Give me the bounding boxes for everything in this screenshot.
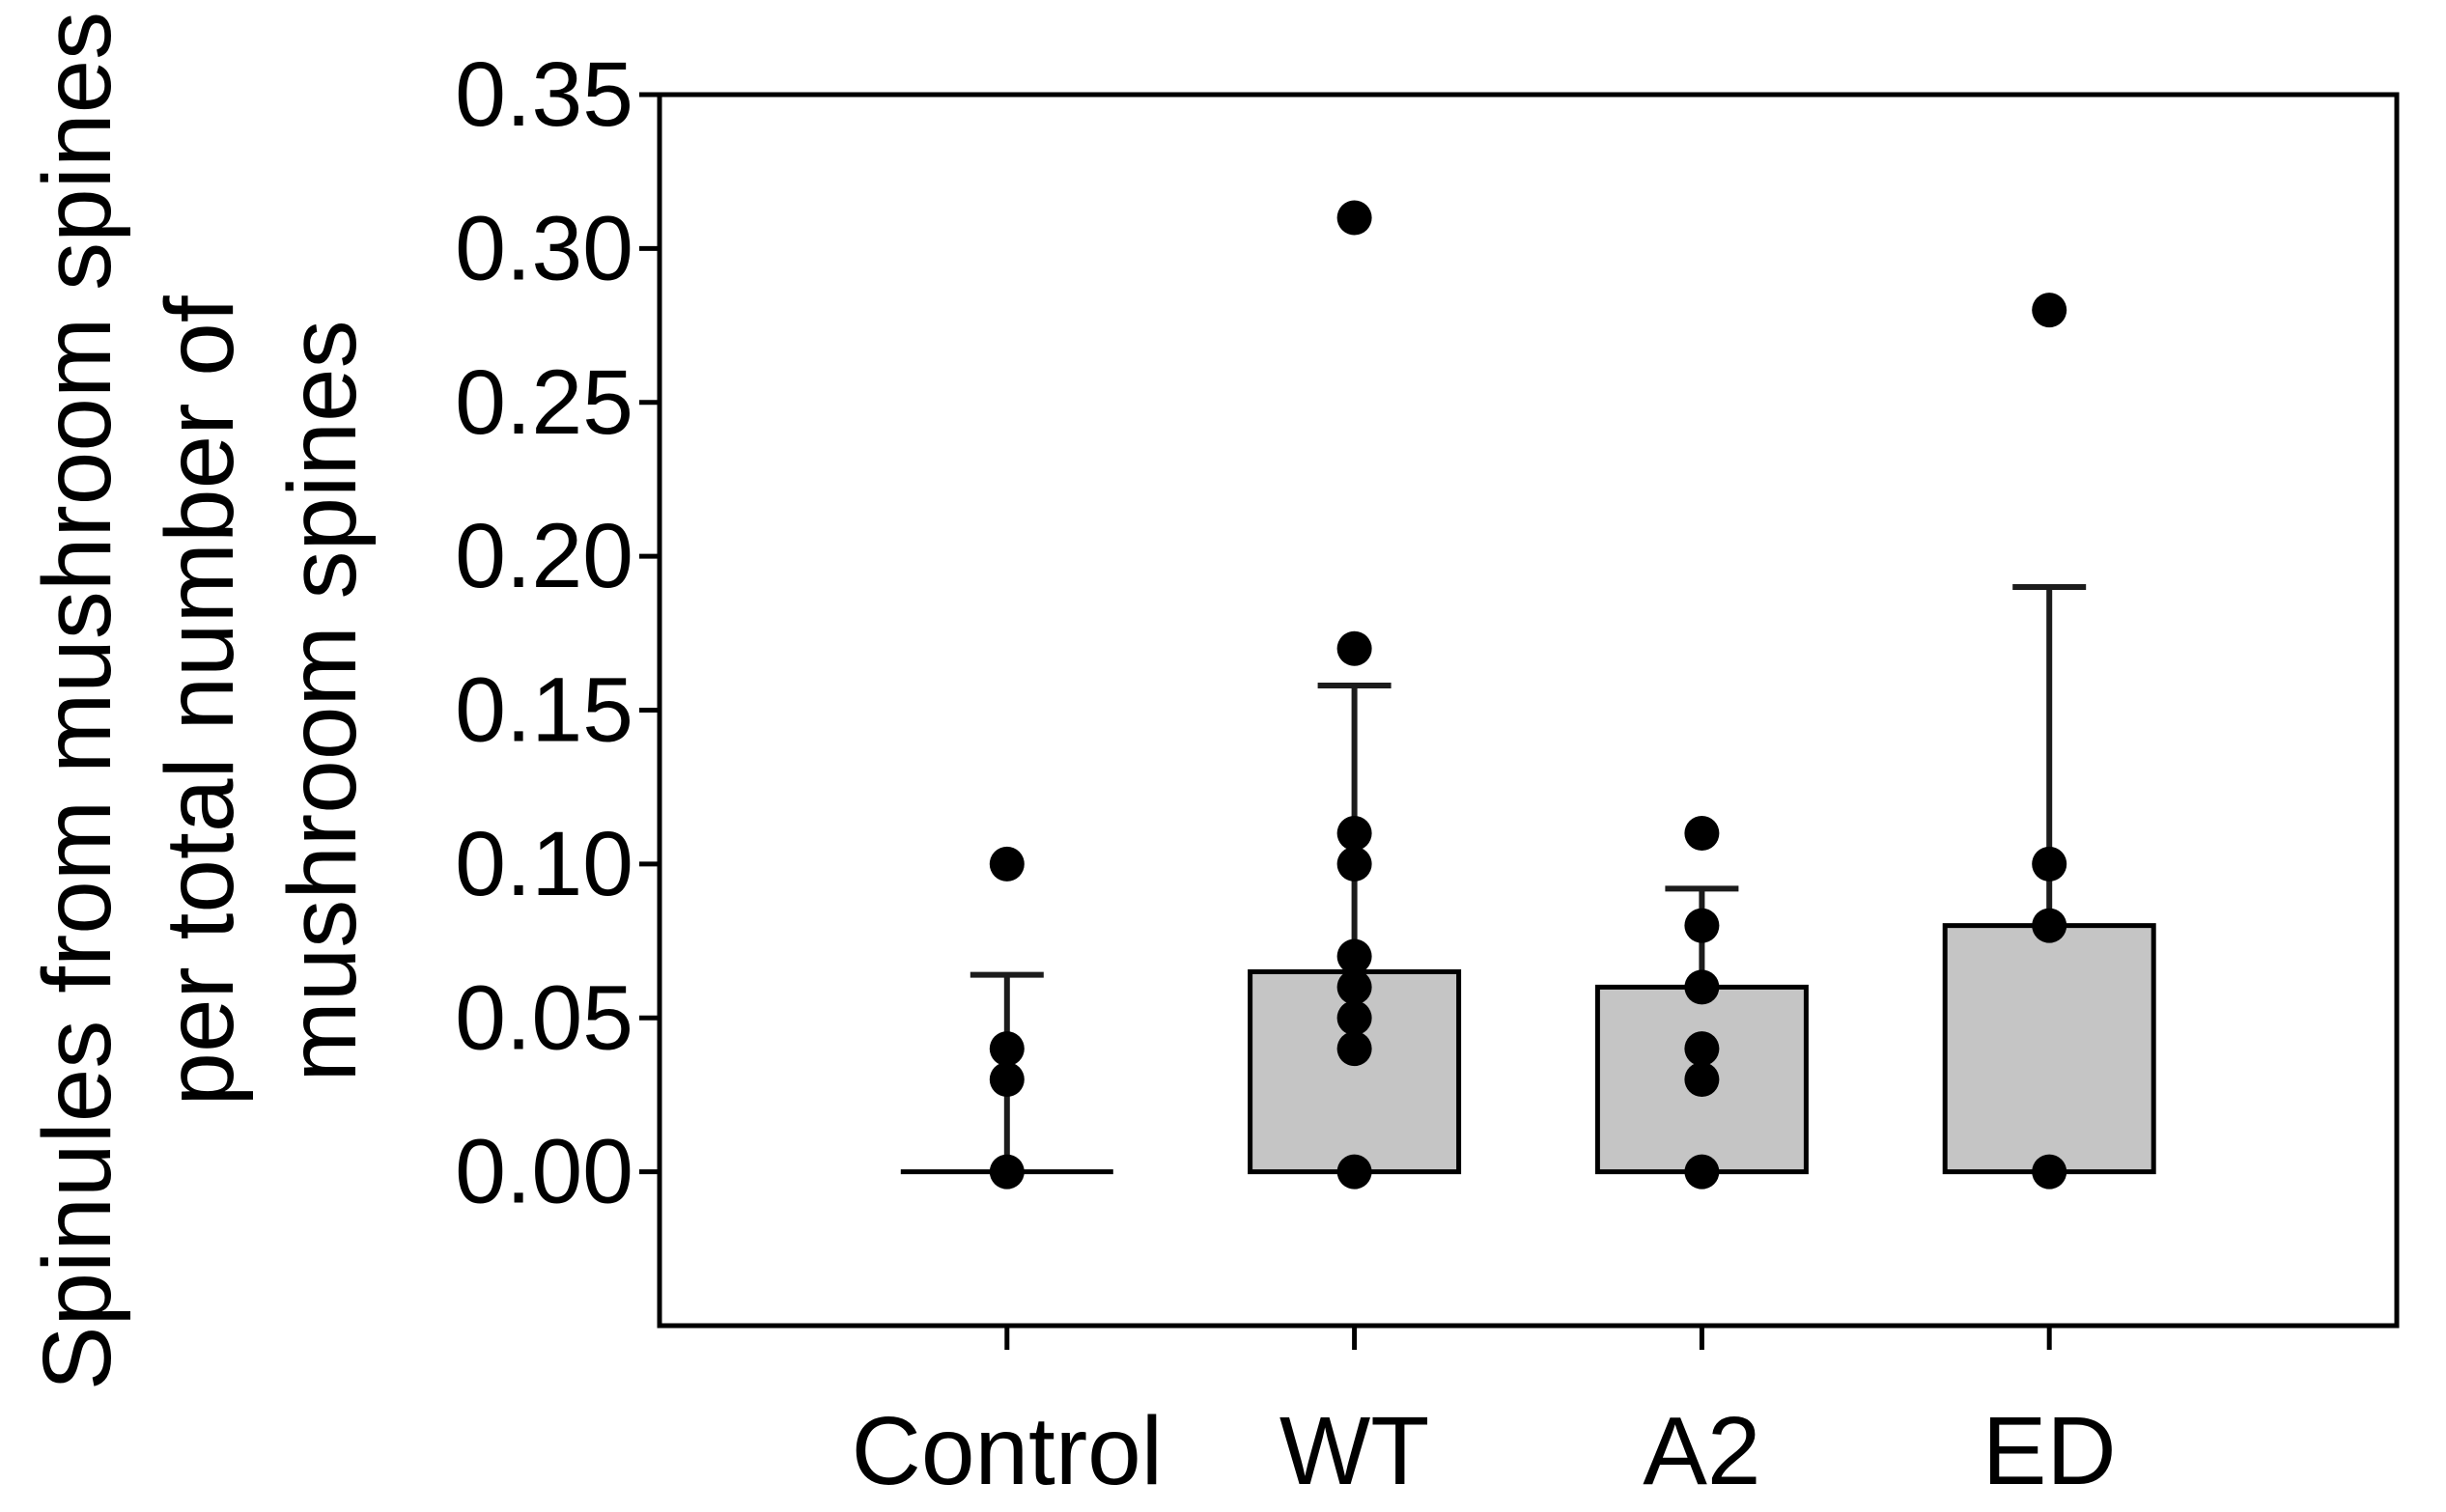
data-point (1336, 1000, 1372, 1036)
data-point (1684, 969, 1720, 1005)
data-point (1336, 816, 1372, 851)
data-point (989, 846, 1025, 882)
data-point (989, 1062, 1025, 1097)
data-point (1336, 200, 1372, 236)
x-axis-category-label: WT (1279, 1397, 1429, 1505)
y-tick-label: 0.15 (455, 659, 633, 762)
data-point (1336, 630, 1372, 666)
y-tick-label: 0.30 (455, 197, 633, 299)
x-axis-category-label: A2 (1643, 1397, 1760, 1505)
data-point (1336, 1154, 1372, 1190)
data-point (2032, 908, 2067, 943)
x-axis-category-label: Control (852, 1397, 1163, 1505)
y-tick-label: 0.20 (455, 505, 633, 607)
data-point (1684, 1031, 1720, 1067)
data-point (2032, 1154, 2067, 1190)
y-axis-label-line: Spinules from mushroom spines (23, 12, 131, 1390)
data-point (2032, 846, 2067, 882)
data-point (1684, 1062, 1720, 1097)
data-point (1684, 816, 1720, 851)
y-tick-label: 0.10 (455, 813, 633, 915)
y-tick-label: 0.35 (455, 43, 633, 146)
data-point (989, 1031, 1025, 1067)
data-point (1684, 1154, 1720, 1190)
y-tick-label: 0.25 (455, 351, 633, 454)
bar (1942, 923, 2156, 1175)
data-point (1336, 1031, 1372, 1067)
data-point (989, 1154, 1025, 1190)
y-axis-label-line: mushroom spines (268, 320, 377, 1081)
data-point (1336, 938, 1372, 974)
y-axis-label-line: per total number of (146, 295, 254, 1106)
data-point (1336, 846, 1372, 882)
data-point (1684, 908, 1720, 943)
y-tick-label: 0.05 (455, 966, 633, 1069)
y-tick-label: 0.00 (455, 1121, 633, 1223)
data-point (1336, 969, 1372, 1005)
data-point (2032, 293, 2067, 328)
x-axis-category-label: ED (1982, 1397, 2117, 1505)
